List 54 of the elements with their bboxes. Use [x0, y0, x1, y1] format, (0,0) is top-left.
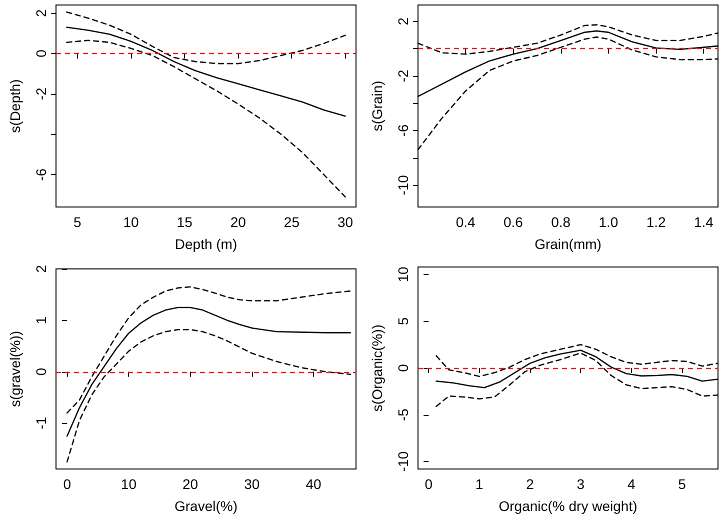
- x-tick-label: 25: [284, 214, 300, 230]
- x-tick-label: 0: [63, 476, 72, 492]
- x-tick-label: 4: [627, 476, 636, 492]
- x-tick-label: 1: [475, 476, 484, 492]
- y-tick-label: 2: [395, 17, 411, 26]
- y-tick-label: -1: [33, 416, 49, 430]
- x-tick-label: 10: [123, 214, 139, 230]
- x-tick-label: 0.4: [456, 214, 476, 230]
- y-tick-label: 0: [33, 368, 49, 376]
- line-series: [66, 328, 352, 462]
- y-tick-label: 0: [33, 49, 49, 58]
- x-tick-label: 30: [337, 214, 354, 230]
- x-tick-label: 5: [74, 214, 82, 230]
- y-tick-label: 5: [395, 317, 411, 326]
- line-series: [66, 40, 346, 198]
- x-tick-label: 20: [230, 214, 246, 230]
- x-tick-label: 5: [678, 476, 686, 492]
- x-tick-label: 20: [182, 476, 198, 492]
- y-tick-label: -10: [395, 174, 411, 196]
- y-axis-title: s(gravel(%)): [7, 330, 23, 408]
- x-tick-label: 30: [244, 476, 260, 492]
- x-axis-title: Grain(mm): [534, 236, 602, 252]
- y-tick-label: -6: [395, 124, 411, 137]
- x-tick-label: 1.4: [694, 214, 714, 230]
- x-axis-title: Depth (m): [174, 236, 238, 252]
- line-series: [66, 306, 352, 437]
- x-tick-label: 40: [306, 476, 322, 492]
- x-tick-label: 0.8: [551, 214, 571, 230]
- x-tick-label: 3: [576, 476, 585, 492]
- y-tick-label: 0: [395, 364, 411, 372]
- x-tick-label: 1.0: [598, 214, 618, 230]
- line-series: [66, 11, 346, 64]
- x-axis-title: Organic(% dry weight): [498, 498, 638, 514]
- y-tick-label: -2: [395, 70, 411, 82]
- x-tick-label: 15: [176, 214, 193, 230]
- y-axis-title: s(Grain): [369, 80, 385, 132]
- x-tick-label: 2: [526, 476, 534, 492]
- y-tick-label: -5: [395, 408, 411, 421]
- y-tick-label: -2: [33, 87, 49, 100]
- y-tick-label: 10: [395, 266, 411, 282]
- y-tick-label: -6: [33, 168, 49, 181]
- y-tick-label: 1: [33, 316, 49, 324]
- y-tick-label: 2: [33, 8, 49, 17]
- y-tick-label: -10: [395, 451, 411, 472]
- x-tick-label: 1.2: [646, 214, 666, 230]
- x-axis-title: Gravel(%): [174, 498, 238, 514]
- line-series: [66, 26, 346, 117]
- y-axis-title: s(Organic(%)): [369, 324, 385, 412]
- line-series: [66, 286, 352, 414]
- y-tick-label: 2: [33, 264, 49, 273]
- x-tick-label: 0: [424, 476, 433, 492]
- x-tick-label: 0.6: [504, 214, 524, 230]
- x-tick-label: 10: [120, 476, 137, 492]
- y-axis-title: s(Depth): [7, 79, 23, 133]
